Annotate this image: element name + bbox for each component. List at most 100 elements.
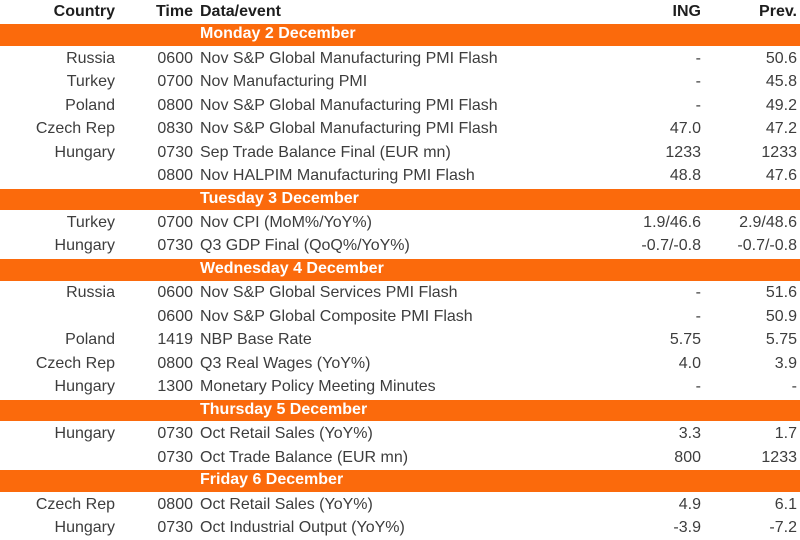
cell-previous-value: -	[791, 378, 797, 396]
cell-previous-value: -7.2	[769, 519, 797, 537]
table-row: Hungary 0730 Oct Retail Sales (YoY%) 3.3 1.7	[0, 422, 800, 445]
cell-data-event: Nov HALPIM Manufacturing PMI Flash	[200, 167, 475, 185]
cell-data-event: Nov CPI (MoM%/YoY%)	[200, 213, 372, 231]
cell-data-event: Oct Retail Sales (YoY%)	[200, 425, 373, 443]
cell-country: Czech Rep	[35, 354, 115, 372]
cell-time: 0700	[157, 213, 193, 231]
cell-ing-forecast: 3.3	[678, 425, 701, 443]
cell-time: 0600	[157, 284, 193, 302]
cell-time: 0730	[157, 143, 193, 161]
cell-data-event: Oct Retail Sales (YoY%)	[200, 495, 373, 513]
cell-time: 0730	[157, 237, 193, 255]
cell-time: 0700	[157, 73, 193, 91]
day-section-label: Monday 2 December	[200, 25, 356, 43]
cell-ing-forecast: -	[695, 378, 701, 396]
table-row: Poland 1419 NBP Base Rate 5.75 5.75	[0, 329, 800, 352]
cell-previous-value: 1.7	[774, 425, 797, 443]
cell-data-event: Nov S&P Global Composite PMI Flash	[200, 307, 473, 325]
table-row: Czech Rep 0830 Nov S&P Global Manufacturin…	[0, 117, 800, 140]
cell-data-event: Nov S&P Global Services PMI Flash	[200, 284, 458, 302]
column-header-country: Country	[53, 2, 115, 20]
cell-ing-forecast: -	[695, 307, 701, 325]
cell-ing-forecast: 4.9	[678, 495, 701, 513]
table-row: Turkey 0700 Nov Manufacturing PMI - 45.8	[0, 70, 800, 93]
cell-data-event: Monetary Policy Meeting Minutes	[200, 378, 436, 396]
cell-country: Russia	[66, 284, 115, 302]
cell-previous-value: 50.6	[765, 49, 797, 67]
table-row: 0800 Nov HALPIM Manufacturing PMI Flash 48…	[0, 164, 800, 187]
cell-previous-value: 47.6	[765, 167, 797, 185]
cell-ing-forecast: 1233	[665, 143, 701, 161]
cell-country: Hungary	[54, 425, 115, 443]
cell-country: Hungary	[54, 519, 115, 537]
cell-country: Poland	[65, 96, 115, 114]
cell-previous-value: 51.6	[765, 284, 797, 302]
cell-data-event: Sep Trade Balance Final (EUR mn)	[200, 143, 451, 161]
cell-time: 0730	[157, 425, 193, 443]
cell-country: Czech Rep	[35, 495, 115, 513]
cell-data-event: Nov S&P Global Manufacturing PMI Flash	[200, 49, 498, 67]
day-section-label: Friday 6 December	[200, 471, 344, 489]
cell-previous-value: 3.9	[774, 354, 797, 372]
cell-country: Hungary	[54, 378, 115, 396]
day-section-band: Thursday 5 December	[0, 398, 800, 423]
cell-previous-value: 49.2	[765, 96, 797, 114]
cell-country: Russia	[66, 49, 115, 67]
table-row: Hungary 1300 Monetary Policy Meeting Minut…	[0, 376, 800, 399]
day-section-band: Friday 6 December	[0, 469, 800, 493]
cell-country: Poland	[65, 331, 115, 349]
cell-previous-value: -0.7/-0.8	[737, 237, 797, 255]
cell-previous-value: 50.9	[765, 307, 797, 325]
cell-time: 0600	[157, 49, 193, 67]
cell-time: 0730	[157, 448, 193, 466]
cell-data-event: Oct Industrial Output (YoY%)	[200, 519, 405, 537]
table-row: 0600 Nov S&P Global Composite PMI Flash - 5…	[0, 305, 800, 328]
day-section-label: Wednesday 4 December	[200, 260, 384, 278]
cell-country: Hungary	[54, 143, 115, 161]
cell-data-event: Nov Manufacturing PMI	[200, 73, 368, 91]
table-row: Hungary 0730 Oct Industrial Output (YoY%) -…	[0, 516, 800, 539]
column-header-prev: Prev.	[759, 2, 797, 20]
cell-time: 0800	[157, 96, 193, 114]
cell-time: 0830	[157, 120, 193, 138]
cell-country: Hungary	[54, 237, 115, 255]
day-section-band: Monday 2 December	[0, 23, 800, 47]
table-header-row: Country Time Data/event ING Prev.	[0, 0, 800, 23]
cell-data-event: NBP Base Rate	[200, 331, 312, 349]
cell-data-event: Nov S&P Global Manufacturing PMI Flash	[200, 96, 498, 114]
table-row: Czech Rep 0800 Q3 Real Wages (YoY%) 4.0 3.9	[0, 352, 800, 375]
day-section-band: Wednesday 4 December	[0, 258, 800, 282]
column-header-time: Time	[155, 2, 193, 20]
cell-ing-forecast: -	[695, 284, 701, 302]
cell-ing-forecast: -0.7/-0.8	[641, 237, 701, 255]
cell-data-event: Q3 GDP Final (QoQ%/YoY%)	[200, 237, 410, 255]
cell-time: 0800	[157, 167, 193, 185]
day-section-label: Thursday 5 December	[200, 400, 368, 418]
table-row: Poland 0800 Nov S&P Global Manufacturing P…	[0, 94, 800, 117]
cell-ing-forecast: 5.75	[669, 331, 701, 349]
cell-country: Turkey	[66, 213, 115, 231]
table-row: Hungary 0730 Q3 GDP Final (QoQ%/YoY%) -0.7/…	[0, 235, 800, 258]
cell-previous-value: 2.9/48.6	[739, 213, 797, 231]
cell-previous-value: 47.2	[765, 120, 797, 138]
cell-time: 0730	[157, 519, 193, 537]
cell-previous-value: 1233	[761, 143, 797, 161]
cell-data-event: Oct Trade Balance (EUR mn)	[200, 448, 409, 466]
cell-ing-forecast: -	[695, 49, 701, 67]
cell-previous-value: 45.8	[765, 73, 797, 91]
table-row: Hungary 0730 Sep Trade Balance Final (EUR …	[0, 141, 800, 164]
cell-ing-forecast: 800	[674, 448, 701, 466]
day-section-label: Tuesday 3 December	[200, 189, 359, 207]
cell-ing-forecast: -3.9	[673, 519, 701, 537]
column-header-data-event: Data/event	[200, 2, 281, 20]
cell-ing-forecast: 48.8	[669, 167, 701, 185]
cell-time: 0600	[157, 307, 193, 325]
table-row: Turkey 0700 Nov CPI (MoM%/YoY%) 1.9/46.6 2.9…	[0, 211, 800, 234]
cell-country: Turkey	[66, 73, 115, 91]
cell-previous-value: 6.1	[774, 495, 797, 513]
cell-ing-forecast: -	[695, 73, 701, 91]
cell-time: 1419	[157, 331, 193, 349]
cell-ing-forecast: 4.0	[678, 354, 701, 372]
cell-previous-value: 1233	[761, 448, 797, 466]
